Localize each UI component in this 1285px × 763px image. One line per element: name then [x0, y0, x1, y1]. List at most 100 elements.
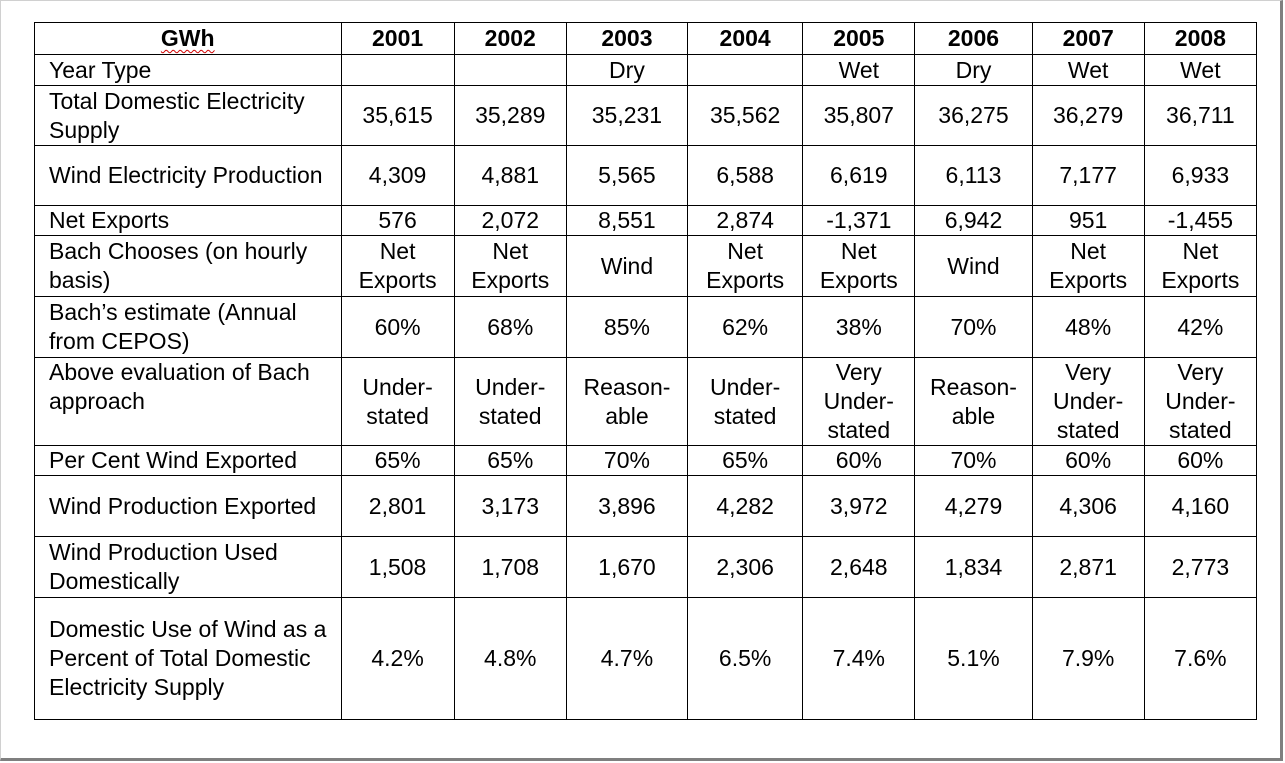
table-cell: Net Exports [687, 235, 804, 297]
row-label: Per Cent Wind Exported [34, 445, 342, 476]
table-cell: 6.5% [687, 597, 804, 720]
table-cell: 4,306 [1031, 475, 1145, 537]
table-row: Bach’s estimate (Annual from CEPOS) 60% 68… [34, 296, 1258, 358]
row-label: Net Exports [34, 205, 342, 236]
table-row: Per Cent Wind Exported 65% 65% 70% 65% 60% 70%… [34, 445, 1258, 476]
table-cell: 5.1% [914, 597, 1033, 720]
table-cell: 2,773 [1143, 536, 1258, 598]
table-cell: 65% [453, 445, 567, 476]
table-cell [340, 54, 455, 86]
table-cell: Reason-able [914, 357, 1033, 446]
table-cell: 4,160 [1143, 475, 1258, 537]
table-cell: 6,942 [914, 205, 1033, 236]
table-cell: 48% [1031, 296, 1145, 358]
table-cell: Under-stated [340, 357, 455, 446]
table-cell: 4,279 [914, 475, 1033, 537]
row-label: Total Domestic Electricity Supply [34, 85, 342, 146]
year-header: 2004 [687, 22, 804, 55]
table-cell: 38% [802, 296, 916, 358]
table-cell: 3,173 [453, 475, 567, 537]
table-cell: 60% [802, 445, 916, 476]
table-cell: Very Under-stated [1031, 357, 1145, 446]
table-cell: 65% [687, 445, 804, 476]
row-label: Year Type [34, 54, 342, 86]
table-row: Above evaluation of Bach approach Under-s… [34, 357, 1258, 446]
table-cell: 70% [565, 445, 689, 476]
table-cell: 42% [1143, 296, 1258, 358]
table-cell: 6,588 [687, 145, 804, 206]
table-cell: 4,309 [340, 145, 455, 206]
table-cell: 35,615 [340, 85, 455, 146]
table-cell: 2,306 [687, 536, 804, 598]
table-cell: 6,933 [1143, 145, 1258, 206]
table-cell: 4.7% [565, 597, 689, 720]
table-cell: Net Exports [340, 235, 455, 297]
table-cell: 3,972 [802, 475, 916, 537]
unit-header: GWh [34, 22, 342, 55]
table-cell: 62% [687, 296, 804, 358]
table-cell: 7,177 [1031, 145, 1145, 206]
table-cell: Reason-able [565, 357, 689, 446]
row-label: Bach Chooses (on hourly basis) [34, 235, 342, 297]
year-header: 2005 [802, 22, 916, 55]
year-header: 2007 [1031, 22, 1145, 55]
year-header: 2002 [453, 22, 567, 55]
table-cell: 1,670 [565, 536, 689, 598]
table-cell: 6,113 [914, 145, 1033, 206]
wind-electricity-table: GWh 2001 2002 2003 2004 2005 2006 2007 2… [34, 22, 1258, 720]
table-cell: 36,275 [914, 85, 1033, 146]
table-cell: Under-stated [453, 357, 567, 446]
table-cell: 2,871 [1031, 536, 1145, 598]
table-cell: Wind [565, 235, 689, 297]
table-cell: 35,289 [453, 85, 567, 146]
table-cell: 35,562 [687, 85, 804, 146]
table-cell: 7.6% [1143, 597, 1258, 720]
table-cell [453, 54, 567, 86]
table-cell: 85% [565, 296, 689, 358]
table-cell: Wet [802, 54, 916, 86]
table-cell: 2,801 [340, 475, 455, 537]
table-cell: 4,282 [687, 475, 804, 537]
table-cell: Dry [565, 54, 689, 86]
table-cell: Wet [1143, 54, 1258, 86]
table-cell: -1,371 [802, 205, 916, 236]
table-cell: 6,619 [802, 145, 916, 206]
table-cell: 951 [1031, 205, 1145, 236]
table-cell: 1,834 [914, 536, 1033, 598]
table-cell: Very Under-stated [802, 357, 916, 446]
table-cell: 70% [914, 445, 1033, 476]
table-cell: Net Exports [802, 235, 916, 297]
row-label: Domestic Use of Wind as a Percent of Tot… [34, 597, 342, 720]
table-cell: 36,711 [1143, 85, 1258, 146]
table-cell: Wet [1031, 54, 1145, 86]
year-header: 2006 [914, 22, 1033, 55]
table-cell: 576 [340, 205, 455, 236]
table-cell: 65% [340, 445, 455, 476]
table-row: Wind Electricity Production 4,309 4,881 5,5… [34, 145, 1258, 206]
row-label: Above evaluation of Bach approach [34, 357, 342, 446]
row-label: Wind Production Exported [34, 475, 342, 537]
table-cell: 1,708 [453, 536, 567, 598]
table-cell: 7.9% [1031, 597, 1145, 720]
table-cell [687, 54, 804, 86]
table-cell: 2,648 [802, 536, 916, 598]
table-cell: 36,279 [1031, 85, 1145, 146]
table-cell: 5,565 [565, 145, 689, 206]
table-cell: Dry [914, 54, 1033, 86]
table-cell: Net Exports [1143, 235, 1258, 297]
table-cell: Net Exports [1031, 235, 1145, 297]
table-row: Wind Production Used Domestically 1,508 1,… [34, 536, 1258, 598]
table-row: Wind Production Exported 2,801 3,173 3,896 4… [34, 475, 1258, 537]
row-label: Wind Electricity Production [34, 145, 342, 206]
table-cell: 4.8% [453, 597, 567, 720]
header-row: GWh 2001 2002 2003 2004 2005 2006 2007 2… [34, 22, 1258, 55]
table-body: Year Type Dry Wet Dry Wet Wet Total Domestic E… [34, 54, 1258, 720]
year-header: 2003 [565, 22, 689, 55]
table-cell: -1,455 [1143, 205, 1258, 236]
table-cell: Net Exports [453, 235, 567, 297]
table-cell: 35,807 [802, 85, 916, 146]
table-cell: Wind [914, 235, 1033, 297]
year-header: 2008 [1143, 22, 1258, 55]
table-cell: 2,072 [453, 205, 567, 236]
table-cell: 7.4% [802, 597, 916, 720]
